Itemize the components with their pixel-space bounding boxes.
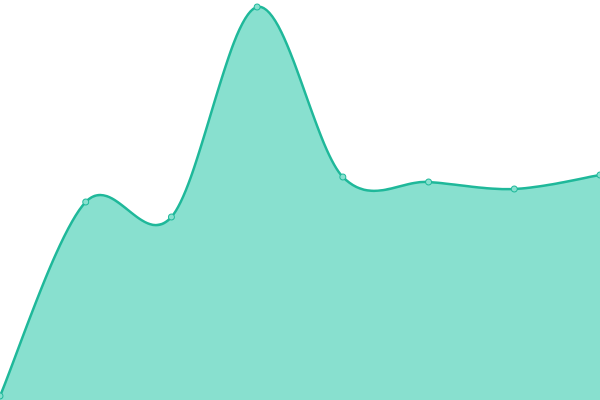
point (339, 173, 347, 181)
point (167, 213, 175, 221)
area-fill (0, 6, 600, 400)
point (0, 392, 4, 400)
point (253, 3, 261, 11)
point (425, 178, 433, 186)
point (510, 185, 518, 193)
point (82, 198, 90, 206)
point (596, 171, 600, 179)
